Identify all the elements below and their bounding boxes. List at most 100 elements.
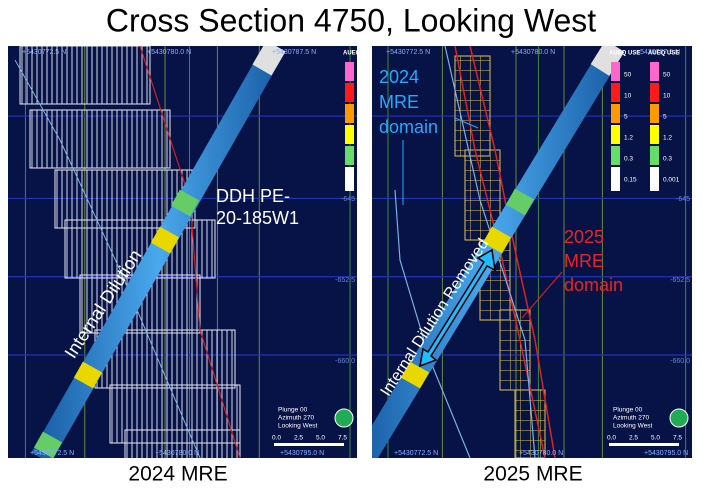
domain-label: MRE [564, 251, 604, 271]
assay-band [482, 226, 512, 254]
block [499, 309, 531, 391]
block [29, 109, 171, 169]
legend-swatch [611, 83, 620, 102]
legend-label: 1.2 [624, 135, 633, 142]
legend-label: 1.2 [358, 135, 367, 142]
hole-label: 20-185W1 [216, 208, 299, 228]
legend-swatch [345, 125, 354, 144]
pointer [521, 271, 563, 319]
coord-label: +5430780.0 N [519, 450, 563, 457]
coord-label: +5430780.0 N [155, 450, 199, 457]
legend-swatch [650, 104, 659, 123]
hole-label: DDH PE- [216, 186, 290, 206]
legend-swatch [345, 167, 354, 191]
view-info: Plunge 00 [613, 407, 643, 414]
domain-2024 [444, 46, 536, 458]
legend-swatch [650, 83, 659, 102]
scale-bar [274, 443, 344, 446]
legend-label: 5 [358, 114, 362, 121]
domain-line [14, 59, 201, 458]
block [124, 429, 241, 458]
legend-swatch [345, 62, 354, 81]
title: Cross Section 4750, Looking West [106, 2, 596, 38]
assay-band [400, 361, 430, 389]
caption: 2024 MRE [128, 463, 227, 486]
legend-title: AUEQ USE [609, 51, 640, 57]
legend-label: 0.3 [663, 156, 672, 163]
coord-label: +5430772.5 N [386, 49, 430, 56]
caption: 2025 MRE [483, 463, 582, 486]
legend-label: 0.3 [624, 156, 633, 163]
elevation-label: -652.5 [670, 277, 690, 284]
view-info: Azimuth 270 [613, 415, 650, 422]
legend-swatch [611, 62, 620, 81]
legend-label: 10 [358, 93, 366, 100]
domain-line [139, 46, 241, 458]
domain-label: 2025 [564, 227, 604, 247]
coord-label: +5430787.5 N [272, 49, 316, 56]
coord-label: +5430780.0 N [147, 49, 191, 56]
panel-2024: +5430772.5 N +5430780.0 N +5430787.5 N +543… [8, 46, 374, 458]
legend-swatch [611, 167, 620, 191]
domain-label: 2024 [379, 67, 419, 87]
legend-label: 10 [624, 93, 632, 100]
legend-label: 1.2 [663, 135, 672, 142]
legend-label: 50 [358, 72, 366, 79]
scale-label: 2.5 [294, 435, 303, 442]
domain-label: domain [379, 117, 438, 137]
coord-label: +5430787.5 N [636, 49, 680, 56]
view-info: Plunge 00 [278, 407, 308, 414]
legend-swatch [650, 167, 659, 191]
legend-label: 10 [663, 93, 671, 100]
scale-label: 5.0 [316, 435, 325, 442]
legend-label: 50 [624, 72, 632, 79]
elevation-label: -645 [676, 196, 690, 203]
scale-label: 7.5 [338, 435, 347, 442]
assay-band [170, 189, 200, 217]
drill-hole [31, 46, 286, 458]
domain-label: MRE [379, 92, 419, 112]
coord-label: +5430795.0 N [280, 450, 324, 457]
legend-swatch [345, 146, 354, 165]
legend-swatch [345, 83, 354, 102]
elevation-label: -660.0 [335, 358, 355, 365]
scale-label: 5.0 [651, 435, 660, 442]
scale-label: 2.5 [629, 435, 638, 442]
coord-label: +5430780.0 N [511, 49, 555, 56]
north-icon [334, 408, 354, 428]
legend-swatch [650, 62, 659, 81]
assay-band [33, 431, 63, 458]
view-info: Looking West [278, 423, 317, 430]
domain-2025 [469, 46, 556, 458]
coord-label: +5430772.5 N [22, 49, 66, 56]
elevation-label: -652.5 [335, 277, 355, 284]
legend-swatch [611, 104, 620, 123]
assay-band [505, 188, 535, 216]
coord-label: +5430772.5 N [30, 450, 74, 457]
legend-swatch [345, 104, 354, 123]
drill-hole-top [590, 46, 625, 76]
assay-band [150, 226, 180, 254]
view-info: Azimuth 270 [278, 415, 315, 422]
legend-title: AUEQ USE [648, 51, 679, 57]
drill-hole-top [252, 46, 286, 76]
domain-label: domain [564, 275, 623, 295]
scale-label: 7.5 [673, 435, 682, 442]
legend-label: 5 [663, 114, 667, 121]
legend-swatch [650, 146, 659, 165]
scale-bar [609, 443, 679, 446]
legend-swatch [650, 125, 659, 144]
background [372, 46, 692, 458]
scale-label: 0.0 [272, 435, 281, 442]
arrow [419, 248, 496, 368]
assay-band [73, 361, 103, 389]
legend-label: 5 [624, 114, 628, 121]
legend-title: AUEQ USE [343, 51, 374, 57]
scale-label: 0.0 [607, 435, 616, 442]
domain-2024 [394, 189, 471, 458]
legend-label: 0.3 [358, 156, 367, 163]
legend-swatch [611, 146, 620, 165]
view-info: Looking West [613, 423, 652, 430]
coord-label: +5430772.5 N [394, 450, 438, 457]
